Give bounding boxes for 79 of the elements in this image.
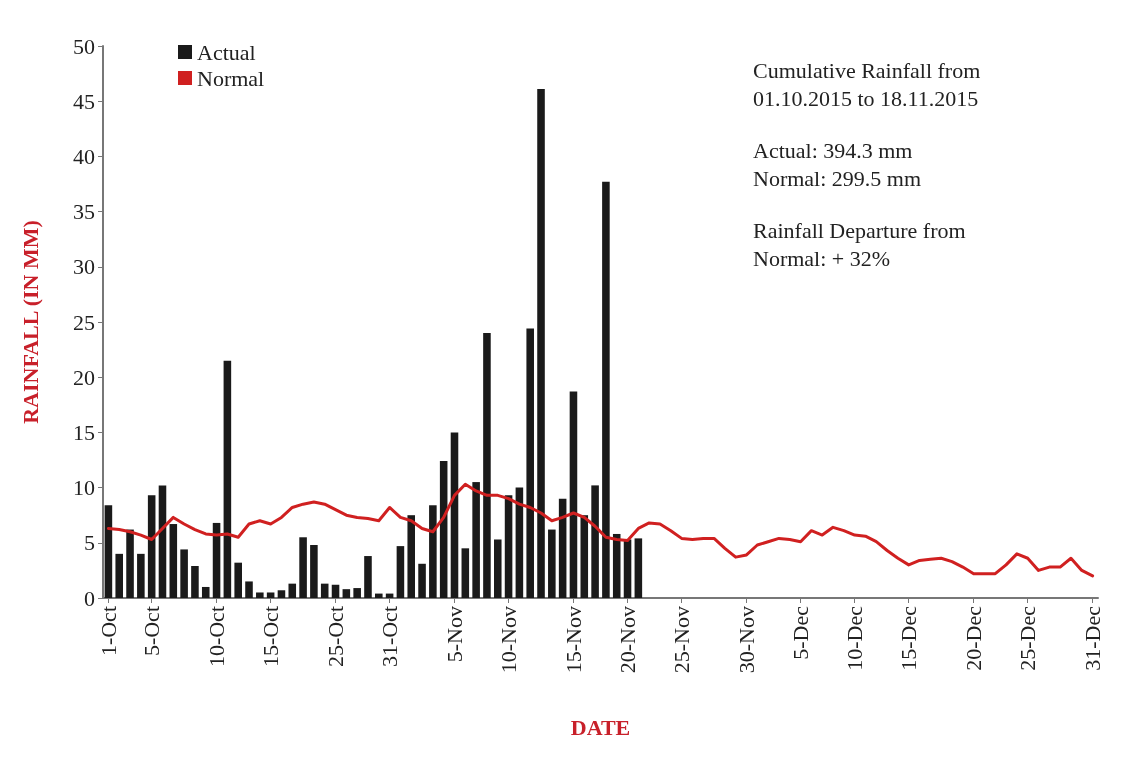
bar <box>407 515 416 598</box>
bar <box>580 515 589 598</box>
bar <box>277 590 286 598</box>
bar <box>612 533 621 598</box>
x-tick-label: 5-Dec <box>788 605 814 660</box>
bar <box>526 328 534 598</box>
bar <box>364 556 372 598</box>
x-tick-label: 15-Dec <box>896 605 922 671</box>
bar <box>602 181 610 598</box>
bar <box>493 539 502 598</box>
y-tick-label: 45 <box>73 88 95 114</box>
bar <box>266 592 275 598</box>
bar <box>331 584 340 598</box>
legend-label: Actual <box>197 39 256 65</box>
bar <box>569 391 578 598</box>
bar <box>104 505 113 598</box>
bar <box>320 583 329 598</box>
x-axis-title: DATE <box>570 714 631 740</box>
bar <box>591 485 599 598</box>
bar <box>191 565 199 598</box>
x-tick-label: 25-Nov <box>669 606 695 674</box>
bar <box>223 360 232 598</box>
y-tick-label: 25 <box>73 309 95 335</box>
line-series <box>106 482 1095 578</box>
bar <box>353 588 361 598</box>
y-tick-label: 0 <box>84 585 95 611</box>
y-tick-label: 40 <box>73 143 95 169</box>
x-tick-label: 10-Oct <box>204 606 230 668</box>
x-tick-label: 15-Nov <box>560 606 586 674</box>
bar <box>342 589 351 598</box>
bar <box>504 495 513 598</box>
bar <box>429 505 437 598</box>
x-tick-label: 10-Dec <box>842 605 868 671</box>
x-tick-label: 20-Dec <box>961 605 987 671</box>
bar <box>396 546 405 598</box>
bar <box>299 537 307 598</box>
bar <box>472 482 480 598</box>
x-tick-label: 30-Nov <box>734 606 760 674</box>
y-tick-label: 30 <box>73 254 95 280</box>
bar <box>537 89 545 598</box>
y-tick-label: 5 <box>84 530 95 556</box>
x-tick-label: 1-Oct <box>95 606 121 657</box>
bar <box>418 563 426 598</box>
bar <box>245 581 253 598</box>
bar <box>310 545 318 598</box>
bar <box>126 529 134 598</box>
y-axis-title: RAINFALL (IN MM) <box>17 220 43 424</box>
annotation: Cumulative Rainfall from 01.10.2015 to 18.11.2015 <box>753 57 981 111</box>
x-tick-label: 31-Dec <box>1080 605 1106 671</box>
bar <box>169 524 178 598</box>
bar <box>634 538 643 598</box>
bar <box>288 583 297 598</box>
y-tick-label: 20 <box>73 364 95 390</box>
bar <box>461 548 470 598</box>
annotation: Actual: 394.3 mm Normal: 299.5 mm <box>753 137 922 191</box>
bar <box>375 593 383 598</box>
bar <box>137 553 145 598</box>
y-tick-label: 35 <box>73 199 95 225</box>
bar <box>548 529 556 598</box>
annotation: Rainfall Departure from Normal: + 32% <box>753 217 966 271</box>
bar <box>201 586 210 598</box>
bar <box>256 592 264 598</box>
bar <box>115 553 124 598</box>
x-tick-label: 10-Nov <box>496 606 522 674</box>
y-tick-label: 10 <box>73 475 95 501</box>
y-tick-label: 15 <box>73 419 95 445</box>
x-tick-label: 15-Oct <box>258 606 284 668</box>
bar <box>515 487 524 598</box>
y-tick-label: 50 <box>73 33 95 59</box>
x-tick-label: 20-Nov <box>615 606 641 674</box>
x-tick-label: 5-Nov <box>441 606 467 663</box>
legend-label: Normal <box>197 65 265 91</box>
bar <box>483 333 491 598</box>
bar <box>234 562 242 598</box>
bar <box>180 549 188 598</box>
x-tick-label: 25-Oct <box>323 606 349 668</box>
x-tick-label: 31-Oct <box>377 606 403 668</box>
x-tick-label: 25-Dec <box>1015 605 1041 671</box>
x-tick-label: 5-Oct <box>139 606 165 657</box>
